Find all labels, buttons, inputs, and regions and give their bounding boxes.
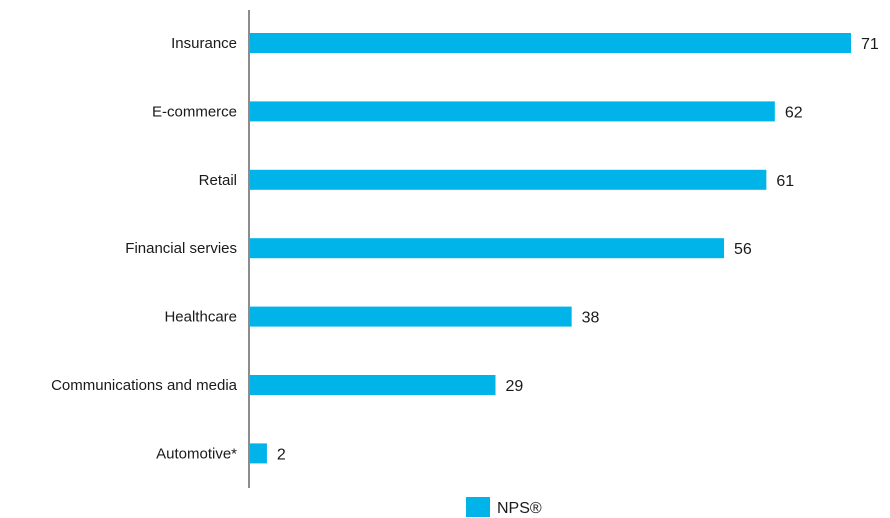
value-label: 2 <box>277 446 286 463</box>
category-label: Retail <box>199 172 237 189</box>
bar <box>250 238 725 259</box>
bar <box>250 443 267 464</box>
legend-label: NPS® <box>497 500 542 517</box>
value-label: 38 <box>582 310 600 327</box>
value-label: 62 <box>785 104 803 121</box>
category-label: Financial servies <box>125 240 237 257</box>
bar <box>250 375 496 395</box>
bar <box>250 33 851 53</box>
category-label: Communications and media <box>51 377 238 394</box>
category-label: E-commerce <box>152 103 237 120</box>
category-label: Automotive* <box>156 445 237 462</box>
bar <box>250 101 775 122</box>
value-label: 29 <box>505 378 523 395</box>
value-label: 71 <box>861 36 879 53</box>
value-label: 56 <box>734 241 752 258</box>
bar <box>250 306 572 327</box>
legend: NPS® <box>466 497 542 517</box>
bar <box>250 169 767 190</box>
legend-swatch <box>466 497 490 517</box>
value-label: 61 <box>776 173 794 190</box>
bars-layer: Insurance 71 E-commerce 62 Retail 61 Financial… <box>51 33 879 464</box>
category-label: Insurance <box>171 35 237 52</box>
category-label: Healthcare <box>164 309 237 326</box>
